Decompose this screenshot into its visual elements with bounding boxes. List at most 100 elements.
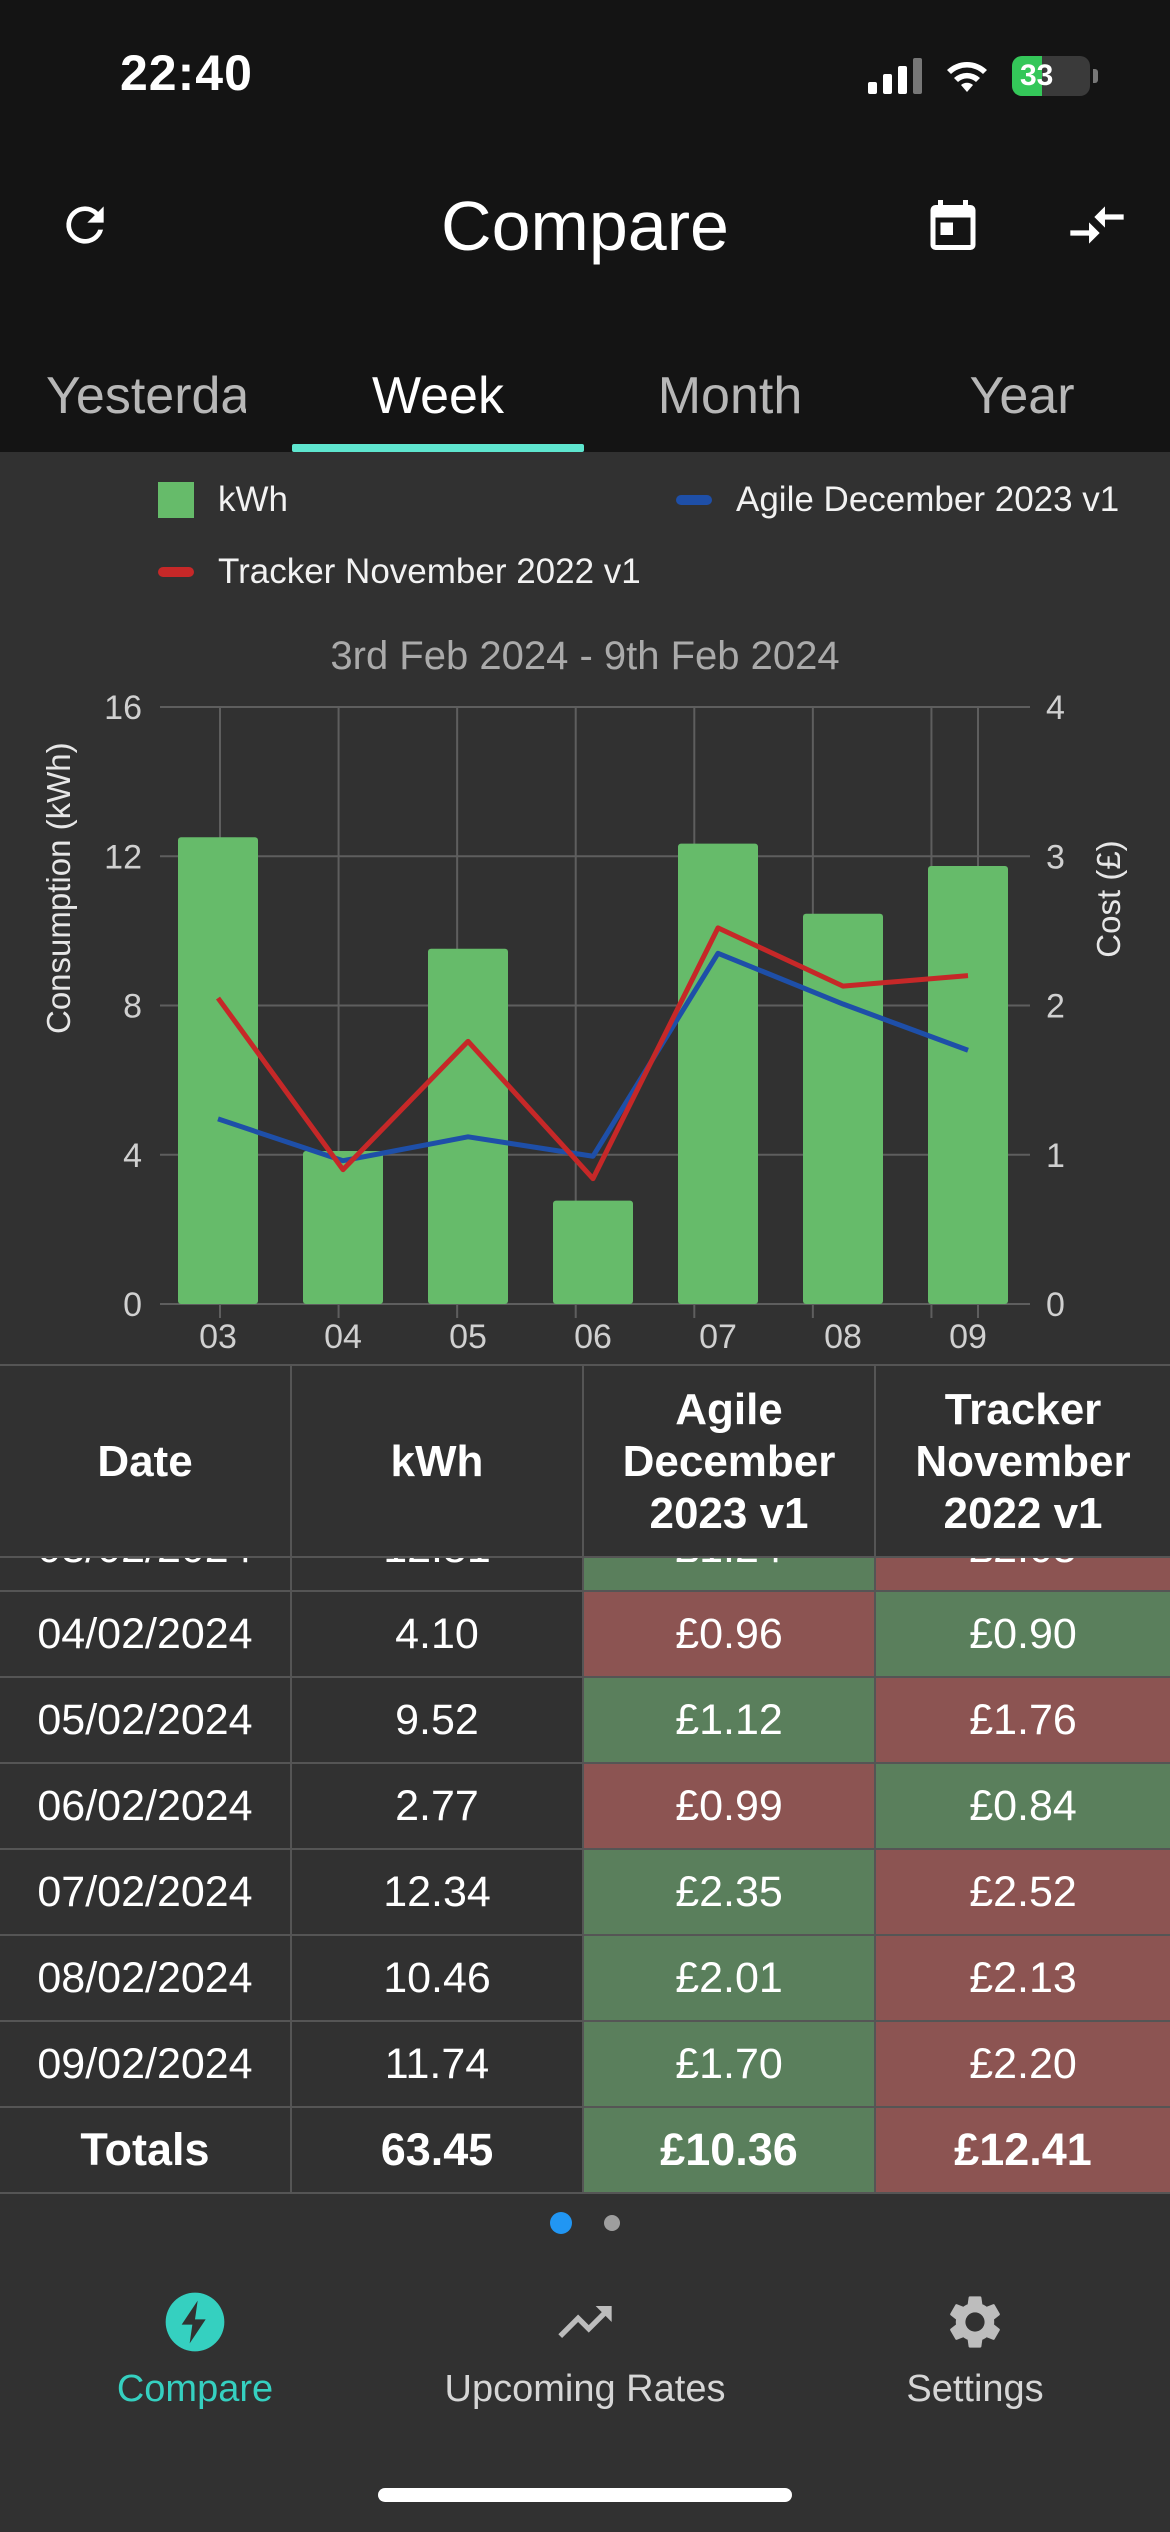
- cell-tracker: £12.41: [876, 2108, 1170, 2192]
- cell-kwh: 12.34: [292, 1850, 584, 1934]
- top-bar: 22:40 33 Compare Yesterday Week: [0, 0, 1170, 452]
- cell-date: 04/02/2024: [0, 1592, 292, 1676]
- table-row: 08/02/2024 10.46 £2.01 £2.13: [0, 1936, 1170, 2022]
- gear-icon: [950, 2296, 1000, 2348]
- cell-kwh: 9.52: [292, 1678, 584, 1762]
- table-body[interactable]: 03/02/202412.51£1.24£2.0504/02/20244.10£…: [0, 1558, 1170, 2532]
- cell-agile: £1.70: [584, 2022, 876, 2106]
- table-row: 04/02/2024 4.10 £0.96 £0.90: [0, 1592, 1170, 1678]
- cell-tracker: £2.20: [876, 2022, 1170, 2106]
- status-time: 22:40: [120, 45, 253, 101]
- header-tracker: Tracker November 2022 v1: [915, 1385, 1131, 1538]
- nav-compare-label: Compare: [116, 2368, 274, 2410]
- legend-label-kwh: kWh: [218, 480, 288, 519]
- cell-agile: £2.35: [584, 1850, 876, 1934]
- cell-agile: £2.01: [584, 1936, 876, 2020]
- bar-kwh: [428, 948, 508, 1304]
- cell-kwh: 10.46: [292, 1936, 584, 2020]
- cell-date: 09/02/2024: [0, 2022, 292, 2106]
- cell-kwh: 2.77: [292, 1764, 584, 1848]
- totals-row: Totals 63.45 £10.36 £12.41: [0, 2108, 1170, 2194]
- table-row: 05/02/2024 9.52 £1.12 £1.76: [0, 1678, 1170, 1764]
- legend-swatch-agile: [676, 495, 712, 505]
- page-dot-2[interactable]: [604, 2215, 620, 2231]
- y2-tick-label: 4: [1046, 689, 1065, 727]
- status-icons: 33: [868, 56, 1098, 96]
- comparison-chart: kWh Agile December 2023 v1 Tracker Novem…: [0, 452, 1170, 1364]
- calendar-button[interactable]: [918, 190, 988, 260]
- cell-tracker: £1.76: [876, 1678, 1170, 1762]
- battery-indicator: 33: [1012, 56, 1098, 96]
- y2-tick-label: 2: [1046, 988, 1065, 1026]
- nav-settings[interactable]: Settings: [780, 2290, 1170, 2411]
- page-title: Compare: [441, 187, 729, 265]
- y2-tick-label: 0: [1046, 1286, 1065, 1324]
- bar-kwh: [303, 1151, 383, 1304]
- compare-arrows-button[interactable]: [1062, 190, 1132, 260]
- lightning-icon: [165, 2292, 225, 2352]
- tab-year[interactable]: Year: [969, 367, 1075, 425]
- bar-kwh: [553, 1200, 633, 1304]
- x-tick-label: 06: [574, 1318, 612, 1356]
- table-header: Date kWh Agile December 2023 v1 Tracker …: [0, 1364, 1170, 1558]
- cell-tracker: £2.13: [876, 1936, 1170, 2020]
- cell-tracker: £2.05: [876, 1558, 1170, 1590]
- legend-item-kwh: kWh: [158, 480, 288, 520]
- y-tick-label: 16: [104, 689, 142, 727]
- legend-swatch-kwh: [158, 482, 194, 518]
- x-tick-label: 07: [699, 1318, 737, 1356]
- y-tick-label: 12: [104, 838, 142, 876]
- cell-kwh: 11.74: [292, 2022, 584, 2106]
- bar-kwh: [678, 843, 758, 1304]
- compare-arrows-icon: [1070, 206, 1124, 244]
- nav-settings-label: Settings: [906, 2368, 1044, 2410]
- line-tracker: [215, 925, 969, 1182]
- chart-plot: 0 04 18 212 316 403 04 05 06 07 08 09: [104, 689, 1065, 1356]
- cell-agile: £1.24: [584, 1558, 876, 1590]
- legend-label-tracker: Tracker November 2022 v1: [218, 552, 641, 591]
- tab-month[interactable]: Month: [657, 367, 803, 425]
- refresh-icon: [66, 206, 104, 244]
- refresh-button[interactable]: [50, 190, 120, 260]
- cell-agile: £0.96: [584, 1592, 876, 1676]
- trending-up-icon: [558, 2306, 612, 2338]
- x-tick-label: 08: [824, 1318, 862, 1356]
- x-tick-label: 09: [949, 1318, 987, 1356]
- battery-level: 33: [1020, 59, 1054, 92]
- period-tabs: Yesterday Week Month Year: [0, 340, 1170, 452]
- y-tick-label: 0: [123, 1286, 142, 1324]
- tab-indicator: [292, 444, 584, 452]
- y-tick-label: 8: [123, 988, 142, 1026]
- table-row: 07/02/2024 12.34 £2.35 £2.52: [0, 1850, 1170, 1936]
- y-tick-label: 4: [123, 1137, 142, 1175]
- nav-upcoming-rates[interactable]: Upcoming Rates: [390, 2290, 780, 2411]
- chart-title: 3rd Feb 2024 - 9th Feb 2024: [330, 634, 840, 678]
- cell-date: 05/02/2024: [0, 1678, 292, 1762]
- cell-agile: £1.12: [584, 1678, 876, 1762]
- table-row: 06/02/2024 2.77 £0.99 £0.84: [0, 1764, 1170, 1850]
- tab-yesterday[interactable]: Yesterday: [46, 367, 246, 425]
- cell-date: 07/02/2024: [0, 1850, 292, 1934]
- cell-kwh: 12.51: [292, 1558, 584, 1590]
- x-tick-label: 04: [324, 1318, 362, 1356]
- nav-compare[interactable]: Compare: [0, 2290, 390, 2411]
- bar-kwh: [178, 837, 258, 1304]
- y2-tick-label: 1: [1046, 1137, 1065, 1175]
- cell-tracker: £2.52: [876, 1850, 1170, 1934]
- table-row: 09/02/2024 11.74 £1.70 £2.20: [0, 2022, 1170, 2108]
- nav-upcoming-rates-label: Upcoming Rates: [444, 2368, 726, 2410]
- x-tick-label: 03: [199, 1318, 237, 1356]
- cell-date: 06/02/2024: [0, 1764, 292, 1848]
- bar-kwh: [928, 865, 1008, 1304]
- line-agile: [217, 950, 969, 1164]
- cell-date: Totals: [0, 2108, 292, 2192]
- home-indicator: [378, 2488, 792, 2502]
- tab-week[interactable]: Week: [372, 367, 504, 425]
- page-indicator: [0, 2212, 1170, 2234]
- cell-date: 08/02/2024: [0, 1936, 292, 2020]
- legend-item-agile: Agile December 2023 v1: [676, 480, 1119, 520]
- wifi-icon: [947, 62, 987, 92]
- cell-tracker: £0.90: [876, 1592, 1170, 1676]
- page-dot-1[interactable]: [550, 2212, 572, 2234]
- cell-agile: £0.99: [584, 1764, 876, 1848]
